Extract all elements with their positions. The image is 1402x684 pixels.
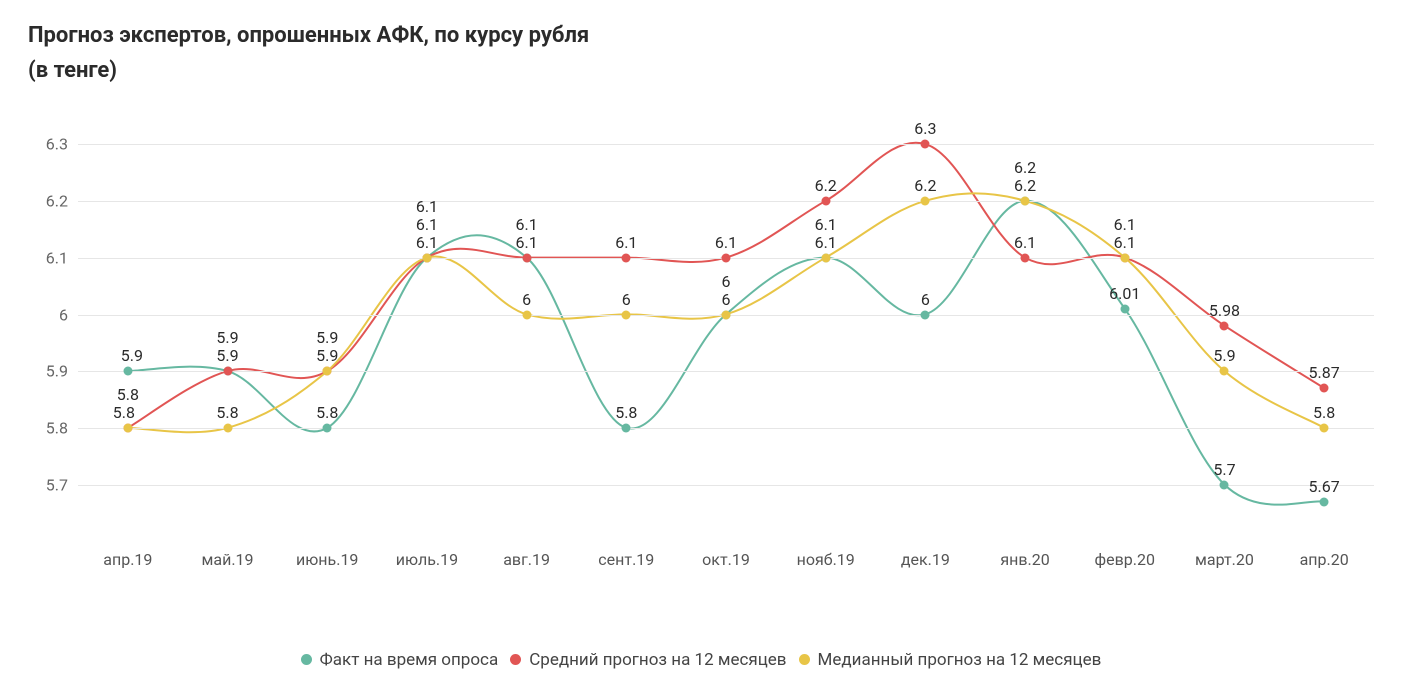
- x-tick-label: июль.19: [396, 550, 458, 569]
- legend-item: Факт на время опроса: [301, 650, 499, 670]
- x-tick-label: авг.19: [503, 550, 550, 569]
- title-line-1: Прогноз экспертов, опрошенных АФК, по ку…: [28, 23, 589, 48]
- data-marker: [522, 253, 531, 262]
- data-marker: [323, 424, 332, 433]
- x-tick-label: сент.19: [598, 550, 654, 569]
- legend-label: Средний прогноз на 12 месяцев: [529, 650, 786, 670]
- legend-marker-icon: [799, 654, 810, 665]
- x-tick-label: янв.20: [1000, 550, 1049, 569]
- chart-area: 5.7 5.8 5.9 6 6.1 6.2 6.3 5.95.95.86.16.15.866…: [28, 110, 1374, 600]
- data-marker: [622, 424, 631, 433]
- data-marker: [1120, 305, 1129, 314]
- gridline: [78, 201, 1374, 202]
- data-marker: [722, 253, 731, 262]
- y-tick-label: 5.8: [46, 419, 68, 438]
- x-tick-label: февр.20: [1095, 550, 1155, 569]
- gridline: [78, 144, 1374, 145]
- x-tick-label: дек.19: [901, 550, 950, 569]
- data-marker: [1320, 497, 1329, 506]
- data-marker: [1021, 253, 1030, 262]
- lines-svg: [78, 110, 1374, 530]
- data-marker: [622, 310, 631, 319]
- data-marker: [422, 253, 431, 262]
- y-axis: 5.7 5.8 5.9 6 6.1 6.2 6.3: [28, 110, 72, 600]
- series-line: [128, 143, 1324, 428]
- data-marker: [1021, 197, 1030, 206]
- gridline: [78, 428, 1374, 429]
- legend-label: Медианный прогноз на 12 месяцев: [818, 650, 1102, 670]
- x-tick-label: март.20: [1195, 550, 1254, 569]
- data-marker: [1220, 322, 1229, 331]
- legend-item: Медианный прогноз на 12 месяцев: [799, 650, 1102, 670]
- data-marker: [1320, 424, 1329, 433]
- legend-marker-icon: [301, 654, 312, 665]
- gridline: [78, 371, 1374, 372]
- legend-marker-icon: [510, 654, 521, 665]
- series-line: [128, 201, 1324, 505]
- x-tick-label: апр.20: [1300, 550, 1349, 569]
- chart-title: Прогноз экспертов, опрошенных АФК, по ку…: [28, 18, 1374, 88]
- data-marker: [223, 424, 232, 433]
- legend-item: Средний прогноз на 12 месяцев: [510, 650, 786, 670]
- y-tick-label: 6.2: [46, 192, 68, 211]
- data-marker: [921, 197, 930, 206]
- data-marker: [1120, 253, 1129, 262]
- legend-label: Факт на время опроса: [320, 650, 499, 670]
- x-tick-label: июнь.19: [296, 550, 358, 569]
- data-marker: [821, 253, 830, 262]
- y-tick-label: 5.9: [46, 362, 68, 381]
- data-marker: [522, 310, 531, 319]
- data-marker: [722, 310, 731, 319]
- data-marker: [1320, 384, 1329, 393]
- x-tick-label: окт.19: [702, 550, 750, 569]
- data-marker: [1220, 480, 1229, 489]
- y-tick-label: 5.7: [46, 475, 68, 494]
- data-marker: [223, 367, 232, 376]
- y-tick-label: 6.3: [46, 135, 68, 154]
- y-tick-label: 6: [59, 305, 68, 324]
- x-tick-label: апр.19: [103, 550, 152, 569]
- x-tick-label: нояб.19: [797, 550, 855, 569]
- data-marker: [123, 367, 132, 376]
- legend: Факт на время опроса Средний прогноз на 1…: [0, 650, 1402, 671]
- data-marker: [1220, 367, 1229, 376]
- data-marker: [921, 310, 930, 319]
- gridline: [78, 485, 1374, 486]
- data-marker: [821, 197, 830, 206]
- data-marker: [921, 140, 930, 149]
- title-line-2: (в тенге): [28, 58, 117, 83]
- data-marker: [323, 367, 332, 376]
- plot: 5.95.95.86.16.15.866.166.26.015.75.675.8…: [78, 110, 1374, 530]
- x-tick-label: май.19: [202, 550, 254, 569]
- data-marker: [622, 253, 631, 262]
- data-marker: [123, 424, 132, 433]
- y-tick-label: 6.1: [46, 248, 68, 267]
